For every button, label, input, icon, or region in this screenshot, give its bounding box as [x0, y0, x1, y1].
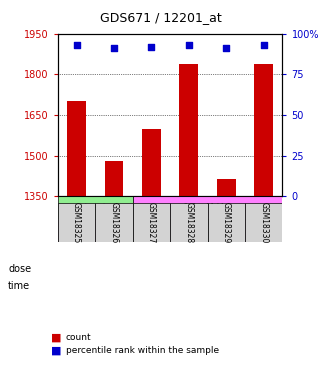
Text: percentile rank within the sample: percentile rank within the sample — [66, 346, 219, 355]
Text: count: count — [66, 333, 91, 342]
Text: GSM18328: GSM18328 — [184, 202, 193, 243]
FancyBboxPatch shape — [58, 219, 133, 242]
Text: dose: dose — [8, 264, 31, 274]
Bar — [67, 102, 86, 196]
Text: 0.1 uM IAA: 0.1 uM IAA — [183, 203, 232, 212]
FancyBboxPatch shape — [245, 202, 282, 242]
FancyBboxPatch shape — [133, 196, 282, 219]
Point — [74, 42, 79, 48]
FancyBboxPatch shape — [133, 202, 170, 242]
FancyBboxPatch shape — [58, 196, 133, 219]
Text: 3 h: 3 h — [238, 226, 252, 235]
Text: GSM18325: GSM18325 — [72, 202, 81, 243]
Text: time: time — [8, 281, 30, 291]
FancyBboxPatch shape — [208, 219, 282, 242]
Bar — [217, 179, 236, 196]
Point — [111, 45, 117, 51]
Point — [186, 42, 191, 48]
Bar — [254, 63, 273, 196]
Point — [261, 42, 266, 48]
Point — [224, 45, 229, 51]
Text: GSM18329: GSM18329 — [222, 202, 231, 243]
Text: GDS671 / 12201_at: GDS671 / 12201_at — [100, 11, 221, 24]
Bar — [105, 161, 123, 196]
FancyBboxPatch shape — [95, 202, 133, 242]
Text: 1 h: 1 h — [163, 226, 177, 235]
FancyBboxPatch shape — [208, 202, 245, 242]
FancyBboxPatch shape — [58, 202, 95, 242]
Text: ■: ■ — [51, 333, 62, 342]
Point — [149, 44, 154, 50]
Text: GSM18327: GSM18327 — [147, 202, 156, 243]
Text: GSM18326: GSM18326 — [109, 202, 118, 243]
FancyBboxPatch shape — [133, 219, 208, 242]
Text: GSM18330: GSM18330 — [259, 201, 268, 243]
Bar — [179, 63, 198, 196]
Text: ■: ■ — [51, 346, 62, 355]
FancyBboxPatch shape — [170, 202, 208, 242]
Text: 0 h: 0 h — [88, 226, 102, 235]
Text: untreated: untreated — [73, 203, 117, 212]
Bar — [142, 129, 161, 196]
